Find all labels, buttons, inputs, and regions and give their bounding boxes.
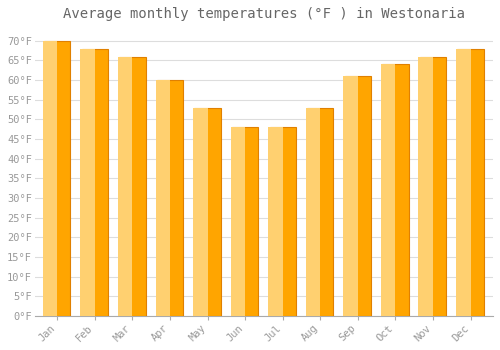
Bar — [230, 127, 245, 316]
Bar — [456, 49, 470, 316]
Bar — [306, 107, 320, 316]
Bar — [270, 127, 296, 316]
Bar — [156, 80, 170, 316]
Bar — [344, 76, 371, 316]
Bar — [80, 49, 95, 316]
Title: Average monthly temperatures (°F ) in Westonaria: Average monthly temperatures (°F ) in We… — [63, 7, 465, 21]
Bar — [232, 127, 258, 316]
Bar — [157, 80, 183, 316]
Bar — [120, 57, 146, 316]
Bar — [344, 76, 358, 316]
Bar — [44, 41, 70, 316]
Bar — [268, 127, 282, 316]
Bar — [458, 49, 483, 316]
Bar — [307, 107, 334, 316]
Bar — [82, 49, 108, 316]
Bar — [118, 57, 132, 316]
Bar — [418, 57, 433, 316]
Bar — [420, 57, 446, 316]
Bar — [194, 107, 220, 316]
Bar — [382, 64, 408, 316]
Bar — [43, 41, 58, 316]
Bar — [381, 64, 396, 316]
Bar — [193, 107, 208, 316]
